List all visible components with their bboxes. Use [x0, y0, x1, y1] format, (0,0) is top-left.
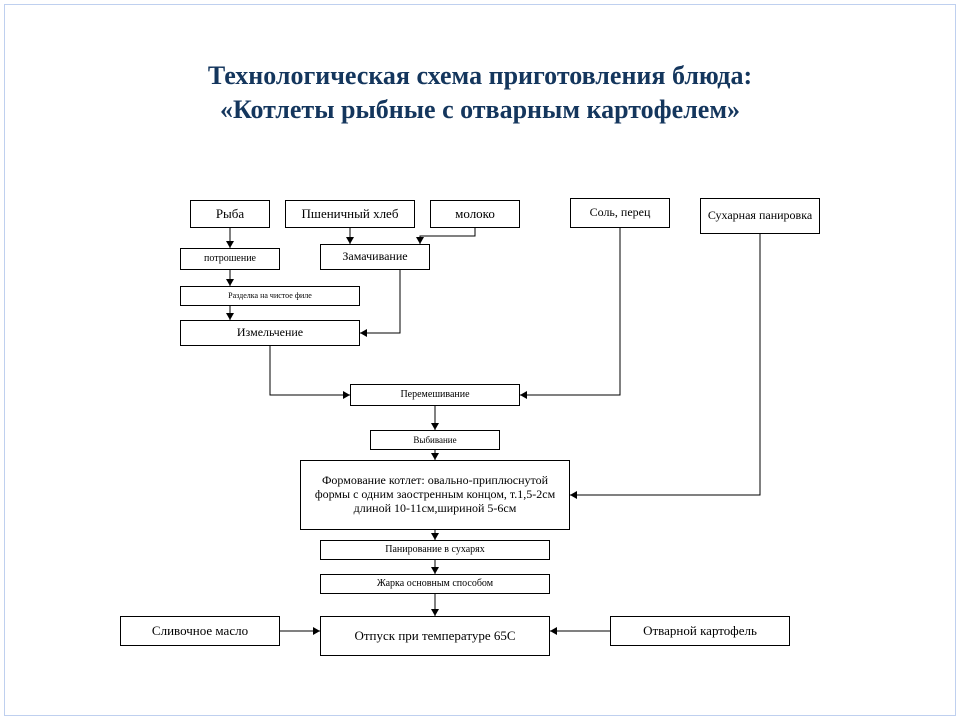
edge-soaking-grinding [360, 270, 400, 333]
node-serving: Отпуск при температуре 65С [320, 616, 550, 656]
node-filleting: Разделка на чистое филе [180, 286, 360, 306]
slide: Технологическая схема приготовления блюд… [0, 0, 960, 720]
edge-milk-soaking [420, 228, 475, 244]
node-bread: Пшеничный хлеб [285, 200, 415, 228]
edge-crumbs-forming [570, 234, 760, 495]
node-fish: Рыба [190, 200, 270, 228]
node-soaking: Замачивание [320, 244, 430, 270]
node-beating: Выбивание [370, 430, 500, 450]
node-mixing: Перемешивание [350, 384, 520, 406]
node-salt: Соль, перец [570, 198, 670, 228]
node-butter: Сливочное масло [120, 616, 280, 646]
node-gutting: потрошение [180, 248, 280, 270]
node-grinding: Измельчение [180, 320, 360, 346]
node-milk: молоко [430, 200, 520, 228]
node-forming: Формование котлет: овально-приплюснутой … [300, 460, 570, 530]
arrows-layer [0, 0, 960, 720]
node-breading: Панирование в сухарях [320, 540, 550, 560]
node-frying: Жарка основным способом [320, 574, 550, 594]
flowchart-canvas: Рыба Пшеничный хлеб молоко Соль, перец Сухар… [0, 0, 960, 720]
node-crumbs: Сухарная панировка [700, 198, 820, 234]
edge-salt-mixing [520, 228, 620, 395]
edge-grinding-mixing [270, 346, 350, 395]
node-potatoes: Отварной картофель [610, 616, 790, 646]
